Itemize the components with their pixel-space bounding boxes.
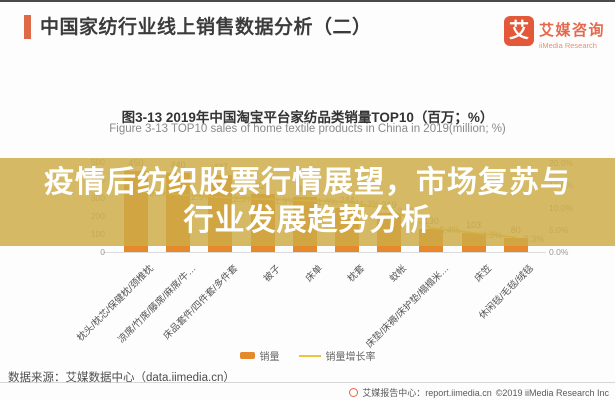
sales-volume-legend-label: 销量: [259, 352, 280, 363]
logo-name-cn: 艾媒咨询: [539, 22, 606, 39]
iimedia-logo: 艾 艾媒咨询 iiMedia Research: [504, 16, 605, 50]
logo-name-en: iiMedia Research: [539, 41, 597, 50]
x-axis-label: 床垫/床褥/床护垫/榻榻米…: [364, 263, 452, 351]
sales-volume-swatch: [239, 352, 255, 359]
headline-line1: 疫情后纺织股票行情展望，市场复苏与: [44, 166, 571, 199]
iimedia-logo-text: 艾媒咨询 iiMedia Research: [539, 16, 605, 50]
footer-divider: [0, 382, 615, 383]
page-title: 中国家纺行业线上销售数据分析（二）: [40, 17, 372, 38]
figure-title-cn: 图3-13 2019年中国淘宝平台家纺品类销量TOP10（百万；%）: [121, 110, 494, 125]
chart-legend: 销量 销量增长率: [0, 348, 615, 363]
report-center-text: 艾媒报告中心：report.iimedia.cn: [362, 388, 492, 398]
x-axis-line: [103, 252, 546, 253]
x-axis-label: 枕头/枕芯/保健枕/颈椎枕: [75, 263, 156, 344]
top-border: [0, 0, 615, 2]
report-center-icon: [349, 388, 359, 397]
right-axis-tick: 0.0%: [549, 247, 569, 257]
x-axis-label: 枕套: [345, 263, 367, 285]
x-axis-label: 床品套件/四件套/多件套: [161, 263, 241, 342]
copyright-text: ©2019 iiMedia Research Inc: [495, 387, 609, 398]
footer-credit: 艾媒报告中心：report.iimedia.cn ©2019 iiMedia R…: [349, 386, 609, 399]
growth-rate-legend-label: 销量增长率: [325, 352, 376, 363]
figure-title-en: Figure 3-13 TOP10 sales of home textile …: [109, 123, 506, 135]
x-axis-label: 凉席/竹席/藤席/麻席/牛…: [115, 263, 199, 346]
growth-rate-line-swatch: [298, 354, 321, 357]
headline-overlay: 疫情后纺织股票行情展望，市场复苏与 行业发展趋势分析: [0, 158, 615, 246]
iimedia-logo-icon: 艾: [504, 16, 534, 46]
x-axis-label: 被子: [261, 263, 283, 285]
x-axis-label: 蚊帐: [387, 263, 410, 285]
title-accent-bar: [24, 15, 31, 39]
data-source-note: 数据来源：艾媒数据中心（data.iimedia.cn）: [8, 372, 235, 384]
x-axis-label: 床笠: [472, 263, 494, 285]
x-axis-label: 床单: [303, 263, 325, 285]
headline-line2: 行业发展趋势分析: [183, 204, 432, 237]
left-axis-tick: 0: [100, 247, 105, 257]
